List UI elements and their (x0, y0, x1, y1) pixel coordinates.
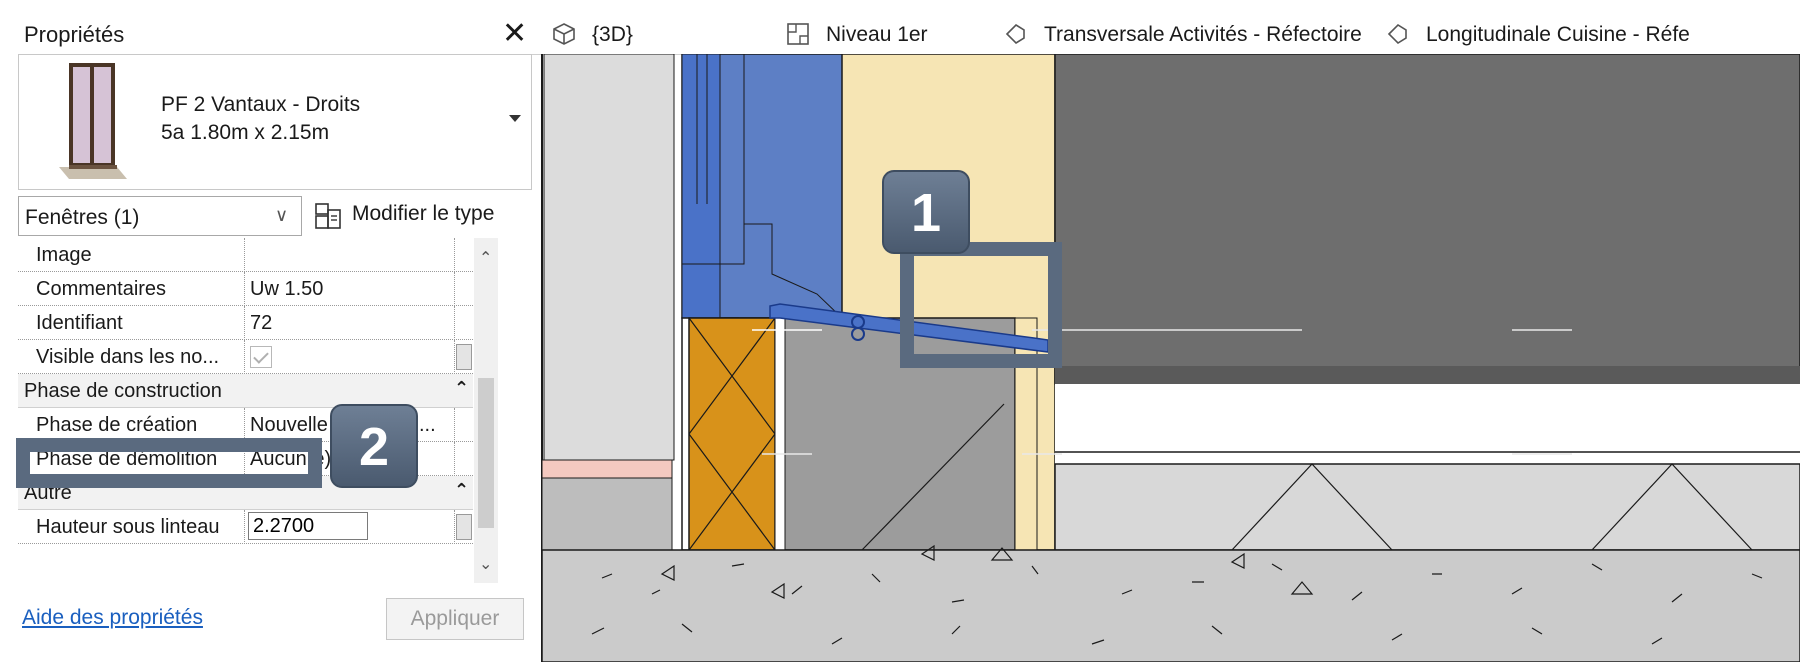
row-edit-button[interactable] (456, 344, 472, 370)
callout-badge-2: 2 (330, 404, 418, 488)
filter-row: Fenêtres (1) ∨ Modifier le type (18, 196, 532, 236)
callout-badge-1: 1 (882, 170, 970, 254)
prop-key: Image (36, 244, 92, 266)
collapse-icon[interactable]: ⌃ (454, 378, 470, 398)
type-family-name: PF 2 Vantaux - Droits (161, 93, 361, 116)
type-dropdown-arrow-icon[interactable] (509, 115, 521, 122)
visible-checkbox[interactable] (250, 346, 272, 368)
prop-row-visible[interactable]: Visible dans les no... (18, 340, 473, 374)
tab-label: Transversale Activités - Réfectoire (1044, 23, 1362, 46)
highlight-box-2 (16, 438, 322, 488)
tab-label: Niveau 1er (826, 23, 928, 46)
view-tabs: {3D} Niveau 1er Transversale Activités -… (532, 14, 1800, 54)
cube-3d-icon (553, 23, 575, 45)
close-icon[interactable]: ✕ (502, 17, 528, 50)
floor-plan-icon (787, 23, 809, 45)
section-view-icon (1005, 23, 1025, 45)
prop-row-image[interactable]: Image (18, 238, 473, 272)
group-phase-construction[interactable]: Phase de construction ⌃ (18, 374, 473, 408)
group-label: Phase de construction (24, 380, 222, 402)
prop-key: Identifiant (36, 312, 123, 334)
prop-value[interactable]: 72 (250, 312, 273, 334)
prop-value[interactable]: Uw 1.50 (250, 278, 324, 300)
prop-row-hauteur[interactable]: Hauteur sous linteau (18, 510, 473, 544)
section-drawing (532, 54, 1800, 662)
properties-scrollbar[interactable]: ⌃ ⌄ (474, 238, 498, 583)
prop-key: Commentaires (36, 278, 167, 300)
drawing-canvas[interactable] (532, 54, 1800, 662)
collapse-icon[interactable]: ⌃ (454, 480, 470, 500)
row-edit-button[interactable] (456, 514, 472, 540)
edit-type-icon (315, 203, 341, 229)
edit-type-button[interactable]: Modifier le type (312, 196, 532, 236)
properties-help-link[interactable]: Aide des propriétés (22, 606, 203, 629)
tab-label: {3D} (592, 23, 633, 46)
prop-key: Visible dans les no... (36, 346, 220, 368)
category-filter-value: Fenêtres (1) (25, 206, 140, 229)
palette-header: Propriétés ✕ (18, 14, 532, 54)
palette-title: Propriétés (24, 22, 125, 47)
prop-row-identifiant[interactable]: Identifiant 72 (18, 306, 473, 340)
scroll-up-icon[interactable]: ⌃ (479, 250, 493, 267)
prop-row-commentaires[interactable]: Commentaires Uw 1.50 (18, 272, 473, 306)
scroll-thumb[interactable] (478, 378, 494, 528)
prop-key: Phase de démolition (36, 448, 218, 470)
tab-label: Longitudinale Cuisine - Réfe (1426, 23, 1690, 46)
highlight-box-1 (900, 242, 1062, 368)
category-filter-select[interactable]: Fenêtres (1) ∨ (18, 196, 302, 236)
hauteur-input[interactable] (248, 512, 368, 540)
edit-type-label: Modifier le type (352, 202, 495, 225)
prop-key: Hauteur sous linteau (36, 516, 220, 538)
type-selector[interactable]: PF 2 Vantaux - Droits 5a 1.80m x 2.15m (18, 54, 532, 190)
window-thumbnail-icon (59, 63, 127, 179)
properties-grid: Image Commentaires Uw 1.50 Identifiant 7… (18, 238, 532, 583)
section-view-icon (1387, 23, 1407, 45)
prop-key: Phase de création (36, 414, 198, 436)
scroll-down-icon[interactable]: ⌄ (479, 556, 493, 573)
type-size-name: 5a 1.80m x 2.15m (161, 121, 330, 144)
chevron-down-icon: ∨ (275, 205, 289, 225)
apply-button[interactable]: Appliquer (386, 598, 524, 640)
properties-palette: Propriétés ✕ PF 2 Vantaux - Droits 5a 1.… (0, 0, 532, 662)
